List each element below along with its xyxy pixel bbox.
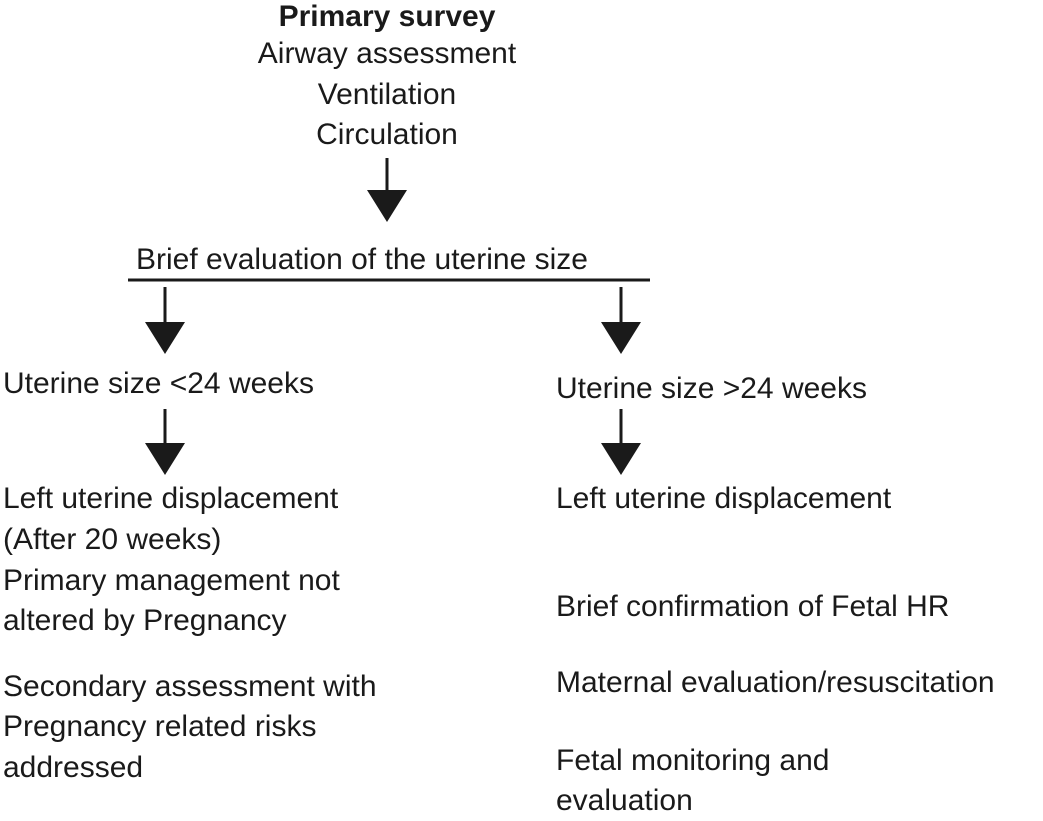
arrow-evaluation-to-right	[601, 287, 641, 354]
left-step-altered-by-pregnancy: altered by Pregnancy	[3, 604, 287, 637]
left-step-displacement: Left uterine displacement	[3, 482, 339, 515]
arrow-evaluation-to-left	[145, 287, 185, 354]
left-step-pregnancy-risks: Pregnancy related risks	[3, 710, 317, 743]
left-step-secondary-assessment: Secondary assessment with	[3, 670, 377, 703]
right-step-displacement: Left uterine displacement	[556, 482, 892, 515]
primary-survey-line-airway: Airway assessment	[257, 37, 517, 70]
primary-survey-title: Primary survey	[278, 0, 496, 33]
left-step-primary-management: Primary management not	[3, 564, 340, 597]
left-step-addressed: addressed	[3, 751, 144, 784]
right-step-evaluation: evaluation	[556, 784, 693, 817]
right-step-fetal-monitoring: Fetal monitoring and	[556, 744, 830, 777]
arrow-left-condition-to-steps	[145, 409, 185, 475]
primary-survey-line-ventilation: Ventilation	[317, 78, 457, 111]
left-step-after-20-weeks: (After 20 weeks)	[3, 523, 222, 556]
right-step-fetal-hr: Brief confirmation of Fetal HR	[556, 590, 950, 623]
right-step-maternal-evaluation: Maternal evaluation/resuscitation	[556, 666, 995, 699]
left-condition: Uterine size <24 weeks	[3, 367, 314, 400]
primary-survey-line-circulation: Circulation	[316, 118, 458, 151]
evaluation-label: Brief evaluation of the uterine size	[136, 243, 588, 276]
arrow-primary-to-evaluation	[367, 158, 407, 222]
right-condition: Uterine size >24 weeks	[556, 372, 867, 405]
arrow-right-condition-to-steps	[601, 409, 641, 475]
